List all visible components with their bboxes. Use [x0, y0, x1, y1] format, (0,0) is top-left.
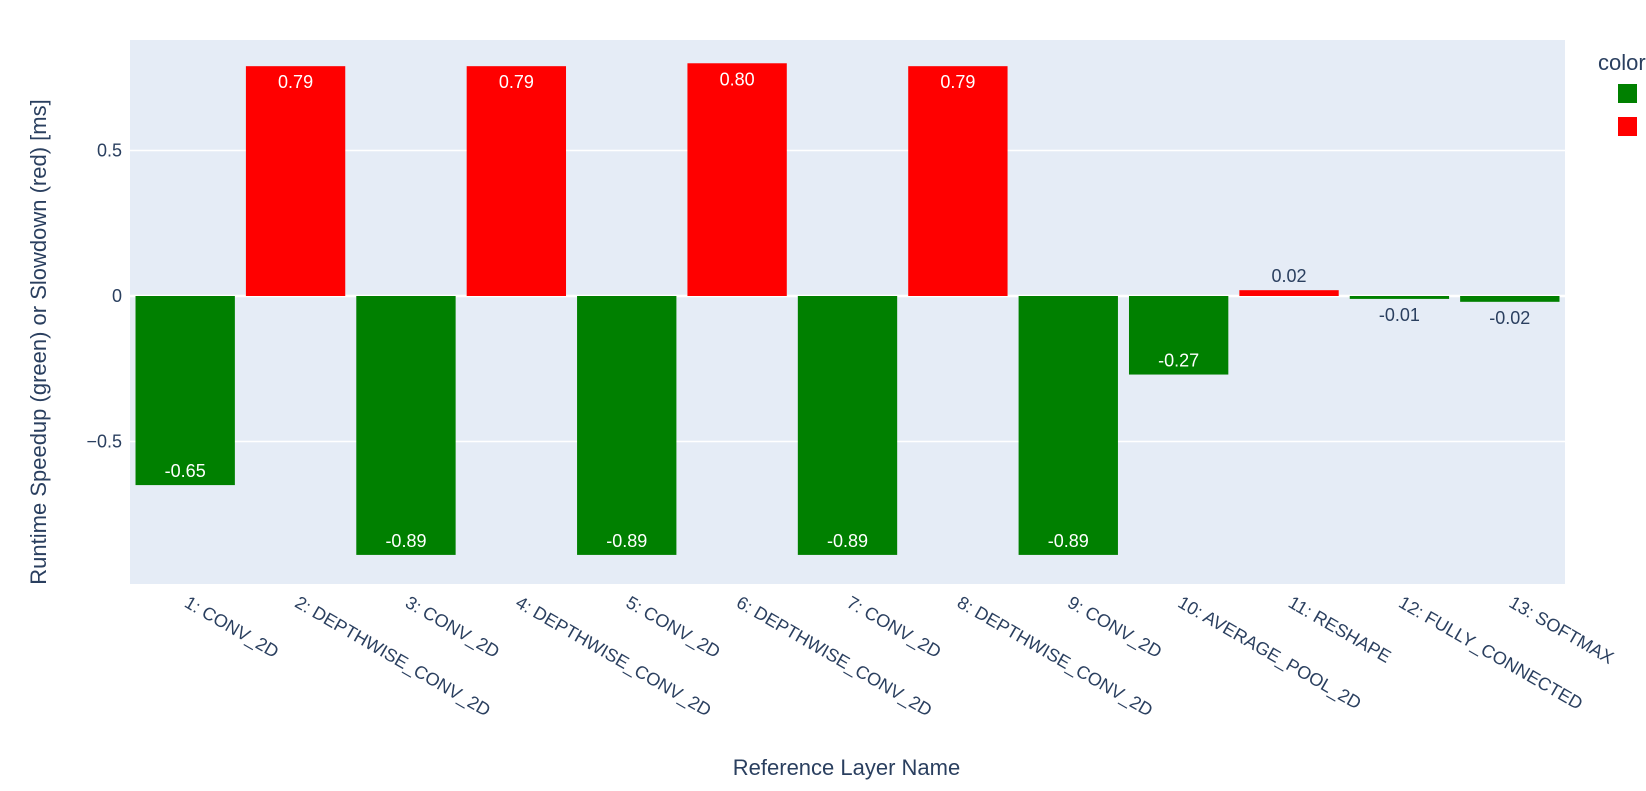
bar-value-label: -0.89 — [1048, 531, 1089, 551]
y-axis-ticks: 0.5 0 −0.5 — [86, 141, 122, 452]
legend-swatch[interactable] — [1618, 117, 1637, 136]
bar[interactable] — [908, 66, 1008, 296]
bars: -0.65 0.79 -0.89 0.79 -0.89 0.80 -0.89 0.79 -0.8… — [135, 63, 1560, 555]
bar[interactable] — [577, 296, 677, 555]
bar[interactable] — [135, 296, 235, 486]
x-tick-label: 11: RESHAPE — [1285, 592, 1394, 667]
bar-value-label: -0.89 — [385, 531, 426, 551]
x-tick-label: 4: DEPTHWISE_CONV_2D — [512, 592, 715, 721]
y-tick-label: 0 — [112, 286, 122, 306]
bar[interactable] — [466, 66, 567, 296]
bar[interactable] — [687, 63, 787, 296]
legend[interactable]: color — [1598, 50, 1646, 136]
y-tick-label: −0.5 — [86, 431, 122, 451]
bar-value-label: -0.27 — [1158, 351, 1199, 371]
bar-value-label: -0.65 — [165, 461, 206, 481]
x-tick-label: 13: SOFTMAX — [1506, 592, 1617, 668]
bar[interactable] — [1018, 296, 1118, 555]
x-tick-label: 9: CONV_2D — [1064, 592, 1165, 663]
bar-value-label: 0.79 — [499, 72, 534, 92]
bar-value-label: -0.89 — [606, 531, 647, 551]
x-tick-label: 6: DEPTHWISE_CONV_2D — [733, 592, 936, 721]
bar-value-label: -0.02 — [1489, 308, 1530, 328]
y-tick-label: 0.5 — [97, 141, 122, 161]
bar[interactable] — [797, 296, 898, 555]
x-tick-label: 2: DEPTHWISE_CONV_2D — [291, 592, 494, 721]
x-tick-label: 7: CONV_2D — [843, 592, 944, 663]
bar[interactable] — [1128, 296, 1229, 375]
legend-title: color — [1598, 50, 1646, 75]
x-tick-label: 8: DEPTHWISE_CONV_2D — [953, 592, 1156, 721]
bar-value-label: 0.79 — [940, 72, 975, 92]
bar[interactable] — [1460, 296, 1560, 302]
bar[interactable] — [245, 66, 346, 296]
bar[interactable] — [1349, 296, 1450, 299]
x-tick-label: 10: AVERAGE_POOL_2D — [1174, 592, 1364, 714]
bar-value-label: -0.01 — [1379, 305, 1420, 325]
bar-value-label: 0.02 — [1272, 266, 1307, 286]
x-tick-label: 5: CONV_2D — [622, 592, 723, 663]
x-tick-label: 3: CONV_2D — [401, 592, 502, 663]
bar[interactable] — [356, 296, 456, 555]
bar[interactable] — [1239, 290, 1339, 296]
y-axis-title: Runtime Speedup (green) or Slowdown (red… — [26, 99, 51, 584]
x-tick-label: 12: FULLY_CONNECTED — [1395, 592, 1586, 715]
legend-swatch[interactable] — [1618, 84, 1637, 103]
x-tick-label: 1: CONV_2D — [181, 592, 282, 663]
x-axis-ticks: 1: CONV_2D 2: DEPTHWISE_CONV_2D3: CONV_2D… — [181, 592, 1617, 721]
bar-value-label: 0.79 — [278, 72, 313, 92]
bar-value-label: 0.80 — [720, 69, 755, 89]
bar-value-label: -0.89 — [827, 531, 868, 551]
x-axis-title: Reference Layer Name — [733, 755, 960, 780]
